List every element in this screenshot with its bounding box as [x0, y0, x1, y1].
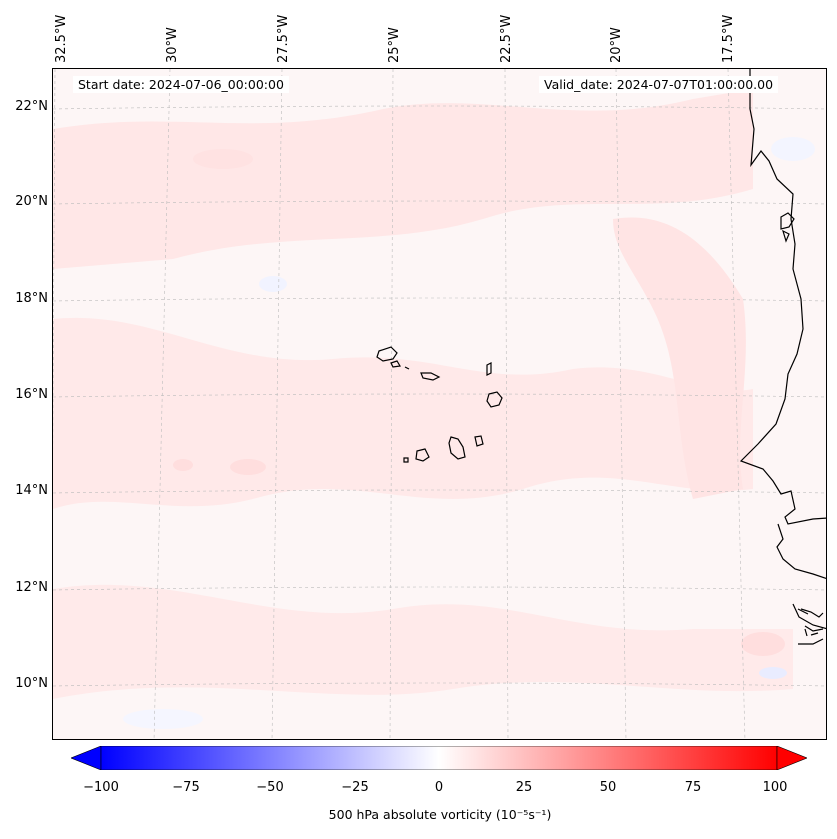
positive-vorticity-band-south: [53, 584, 793, 699]
island-santiago: [448, 436, 466, 460]
lat-label-20n: 20°N: [15, 194, 48, 209]
positive-vorticity-spot: [193, 149, 253, 169]
island-fogo: [415, 448, 430, 462]
meridian-gridline: [615, 69, 627, 739]
colorbar-tick-minus-75: −75: [172, 780, 200, 795]
lon-label-32-5w: 32.5°W: [54, 14, 69, 63]
lat-label-12n: 12°N: [15, 580, 48, 595]
parallel-gridline: [53, 393, 826, 398]
west-africa-coast-lower: [776, 523, 826, 630]
colorbar-max-arrow: [776, 746, 807, 770]
island-sao-nicolau: [420, 372, 441, 381]
mauritania-coast-islands: [780, 212, 795, 243]
colorbar-tick-minus-25: −25: [341, 780, 369, 795]
lat-label-16n: 16°N: [15, 387, 48, 402]
positive-vorticity-band-east: [613, 217, 746, 499]
negative-vorticity-spot: [759, 667, 787, 679]
island-maio: [474, 435, 484, 447]
valid-date-label: Valid_date: 2024-07-07T01:00:00.00: [539, 76, 779, 93]
positive-vorticity-spot: [741, 632, 785, 656]
parallel-gridline: [53, 105, 826, 110]
parallel-gridline: [53, 489, 826, 494]
island-santa-luzia: [404, 366, 410, 370]
parallel-gridline: [53, 586, 826, 591]
coastlines: [376, 69, 826, 645]
africa-coastline: [739, 69, 826, 525]
lat-label-14n: 14°N: [15, 483, 48, 498]
gridlines: [53, 69, 826, 739]
lon-label-20w: 20°W: [609, 27, 624, 63]
bijagos-islands-coast: [798, 608, 824, 645]
vorticity-field: [53, 89, 815, 729]
start-date-label: Start date: 2024-07-06_00:00:00: [73, 76, 289, 93]
vorticity-map: [53, 69, 826, 739]
map-panel[interactable]: [52, 68, 827, 740]
lat-label-22n: 22°N: [15, 99, 48, 114]
colorbar-gradient: [100, 746, 778, 770]
parallel-gridline: [53, 682, 826, 687]
lat-label-10n: 10°N: [15, 676, 48, 691]
lat-label-18n: 18°N: [15, 291, 48, 306]
parallel-gridline: [53, 297, 826, 302]
meridian-gridline: [504, 69, 509, 739]
lon-label-17-5w: 17.5°W: [721, 14, 736, 63]
colorbar-tick-75: 75: [684, 780, 702, 795]
colorbar: [71, 746, 807, 770]
island-sao-vicente: [390, 360, 401, 368]
colorbar-tick-0: 0: [434, 780, 444, 795]
island-santo-antao: [376, 346, 398, 362]
colorbar-tick-minus-100: −100: [83, 780, 119, 795]
negative-vorticity-spot: [771, 137, 815, 161]
colorbar-tick-minus-50: −50: [256, 780, 284, 795]
meridian-gridline: [271, 69, 283, 739]
colorbar-tick-50: 50: [599, 780, 617, 795]
negative-vorticity-spot: [123, 709, 203, 729]
parallel-gridline: [53, 200, 826, 205]
meridian-gridline: [153, 69, 171, 739]
lon-label-30w: 30°W: [165, 27, 180, 63]
lon-label-27-5w: 27.5°W: [276, 14, 291, 63]
colorbar-tick-100: 100: [762, 780, 788, 795]
island-sal: [486, 362, 492, 376]
island-brava: [403, 457, 409, 463]
colorbar-min-arrow: [71, 746, 102, 770]
positive-vorticity-spot: [230, 459, 266, 475]
negative-vorticity-spot: [259, 276, 287, 292]
colorbar-tick-25: 25: [515, 780, 533, 795]
positive-vorticity-band-north: [53, 89, 753, 269]
meridian-gridline: [727, 69, 746, 739]
lon-label-25w: 25°W: [387, 27, 402, 63]
meridian-gridline: [389, 69, 394, 739]
lon-label-22-5w: 22.5°W: [499, 14, 514, 63]
colorbar-label: 500 hPa absolute vorticity (10⁻⁵s⁻¹): [328, 807, 552, 822]
island-boa-vista: [486, 391, 503, 408]
positive-vorticity-band-central: [53, 317, 753, 509]
positive-vorticity-spot: [173, 459, 193, 471]
